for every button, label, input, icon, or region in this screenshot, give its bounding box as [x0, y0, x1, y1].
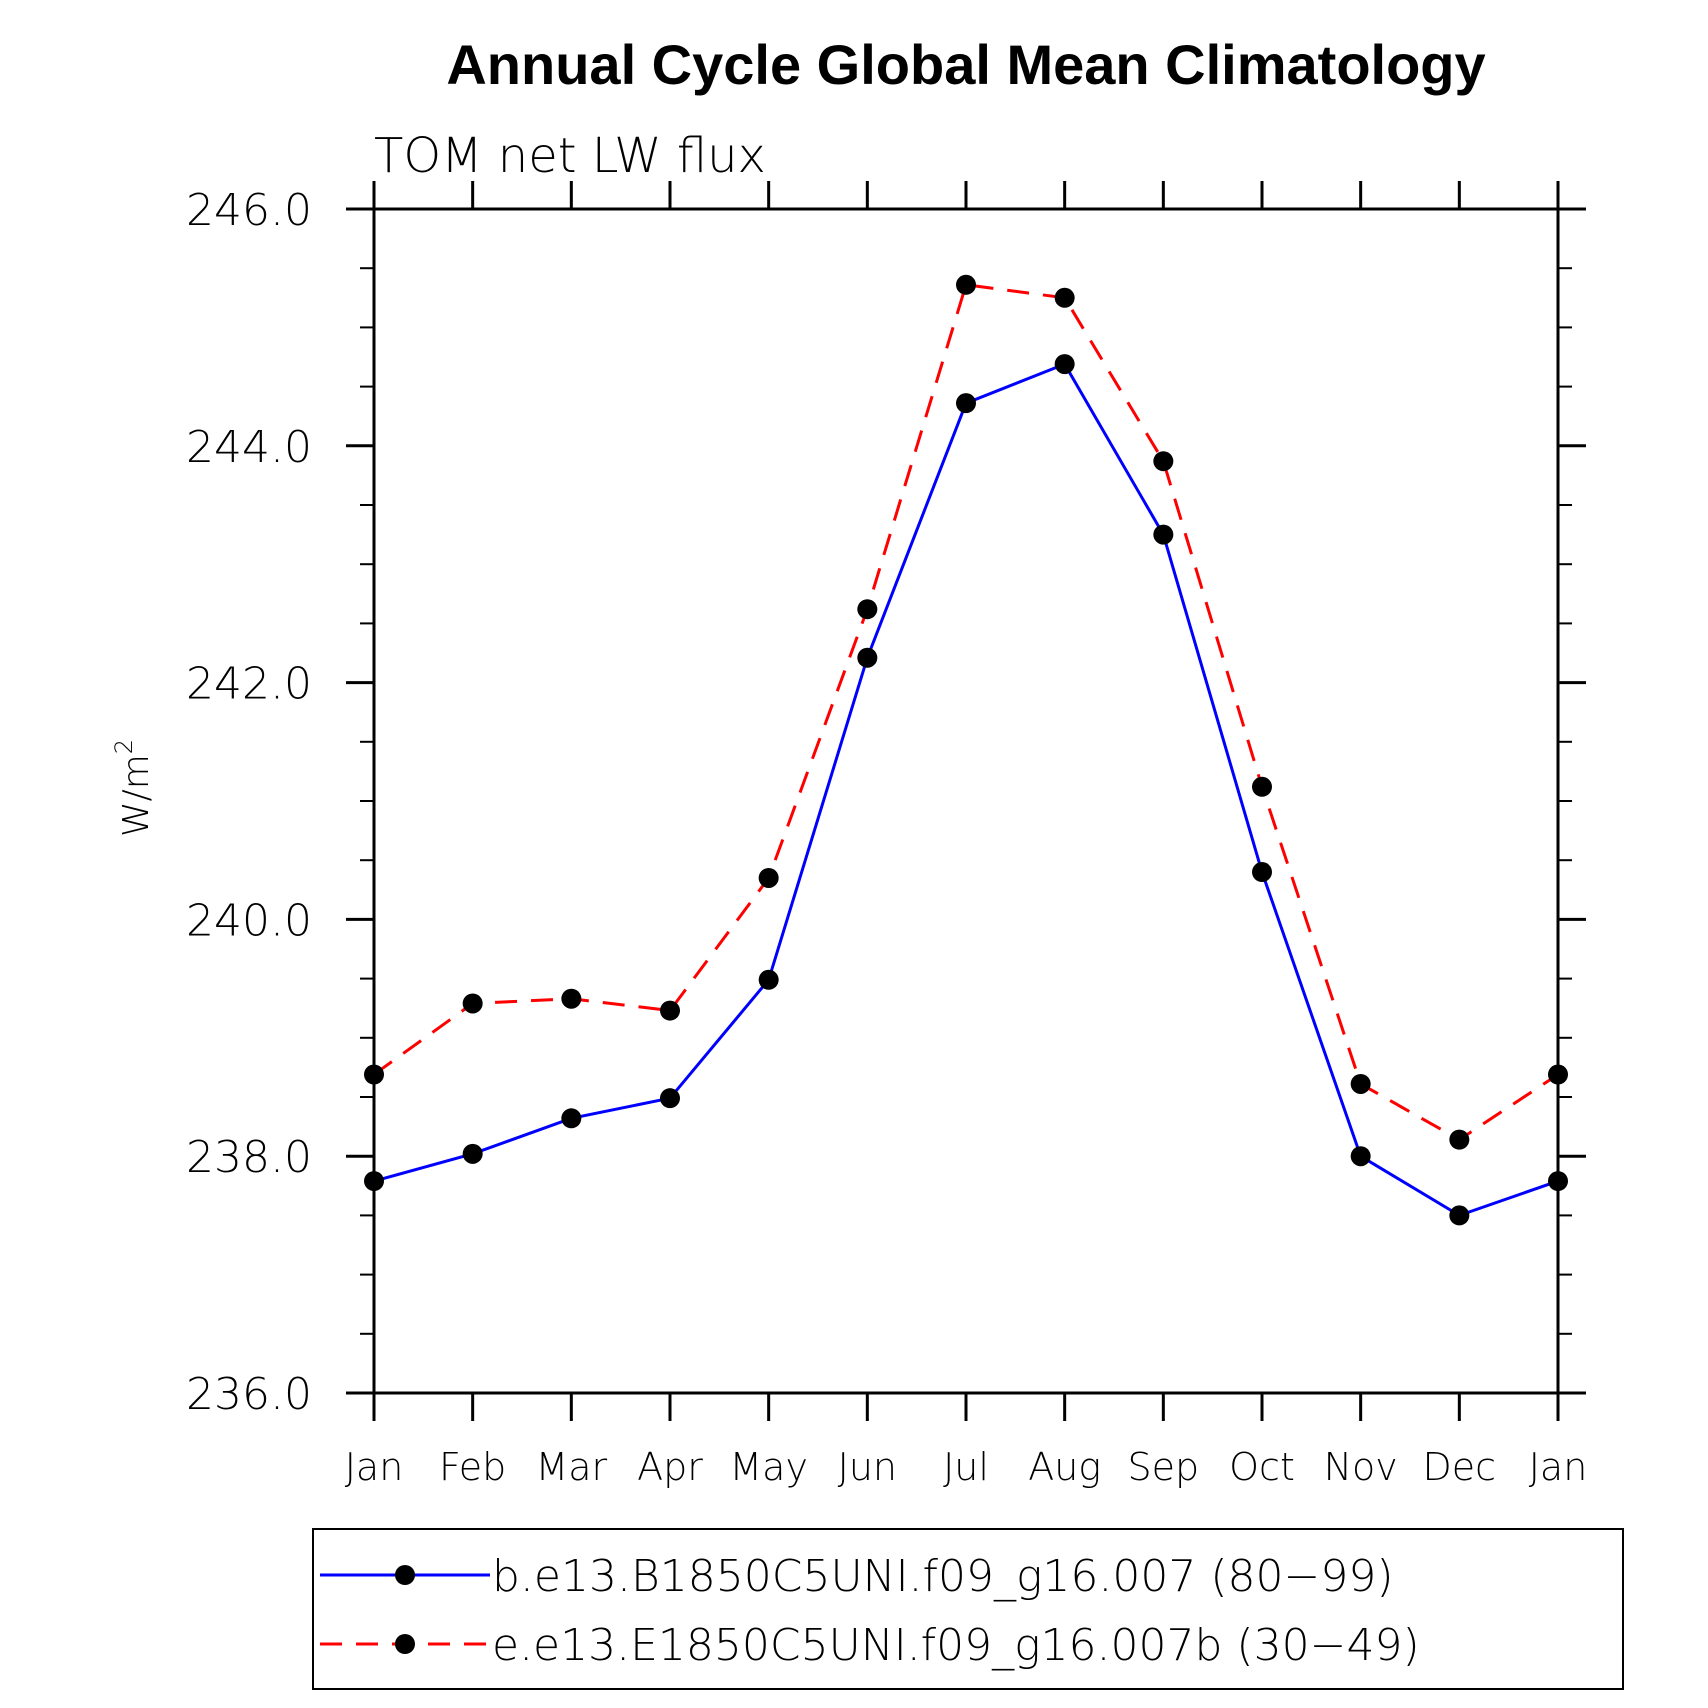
x-tick-label: May: [729, 1445, 808, 1489]
data-point: [561, 1108, 582, 1129]
x-tick-label: Jan: [1529, 1445, 1588, 1489]
y-tick-label: 236.0: [186, 1369, 312, 1420]
data-point: [758, 969, 779, 990]
data-point: [857, 647, 878, 668]
x-tick-label: Aug: [1028, 1445, 1101, 1489]
x-tick-label: Jan: [345, 1445, 404, 1489]
legend-box: [312, 1528, 1624, 1690]
y-tick-label: 240.0: [186, 895, 312, 946]
legend-marker-red: [395, 1634, 415, 1654]
series-markers-1: [364, 274, 1568, 1150]
series-markers-0: [364, 354, 1568, 1226]
x-tick-label: Jul: [943, 1445, 989, 1489]
data-point: [956, 274, 976, 295]
data-point: [1449, 1205, 1470, 1226]
data-point: [1350, 1146, 1371, 1167]
series-line: [373, 362, 1559, 1218]
data-point: [462, 993, 483, 1014]
data-point: [1054, 354, 1075, 375]
svg-text:W/m2: W/m2: [110, 739, 157, 837]
legend: b.e13.B1850C5UNI.f09_g16.007 (80−99) e.e…: [312, 1528, 1624, 1690]
data-point: [1054, 287, 1075, 308]
y-axis-label-base: W/m: [116, 754, 157, 837]
data-point: [1153, 524, 1174, 545]
data-point: [956, 393, 976, 414]
x-tick-label: Dec: [1423, 1445, 1497, 1489]
data-point: [462, 1143, 483, 1164]
x-tick-label: Mar: [535, 1445, 607, 1489]
data-point: [1153, 451, 1174, 472]
y-tick-label: 244.0: [186, 422, 312, 473]
x-tick-label: Jun: [838, 1445, 897, 1489]
legend-entry-red: e.e13.E1850C5UNI.f09_g16.007b (30−49): [492, 1620, 1420, 1671]
data-point: [1252, 776, 1272, 797]
chart-title: Annual Cycle Global Mean Climatology: [446, 33, 1485, 96]
series-0: [373, 362, 1559, 1218]
chart-subtitle: TOM net LW flux: [374, 128, 766, 184]
series-layer: [364, 274, 1568, 1226]
legend-entry-blue: b.e13.B1850C5UNI.f09_g16.007 (80−99): [492, 1551, 1394, 1602]
data-point: [1350, 1073, 1371, 1094]
plot-frame: [372, 207, 1560, 1395]
data-point: [1449, 1129, 1470, 1150]
y-tick-label: 238.0: [186, 1132, 312, 1183]
legend-marker-blue: [395, 1565, 415, 1585]
y-tick-label: 246.0: [186, 185, 312, 236]
y-axis-label-superscript: 2: [110, 739, 138, 754]
y-axis-label: W/m2: [110, 739, 157, 837]
data-point: [857, 599, 878, 620]
x-tick-label: Feb: [439, 1445, 506, 1489]
axes: 236.0 238.0 240.0 242.0 244.0 246.0 Jan Feb Mar A…: [186, 181, 1587, 1489]
x-tick-label: Oct: [1229, 1445, 1295, 1489]
data-point: [1252, 862, 1272, 883]
data-point: [660, 1000, 680, 1021]
x-tick-label: Nov: [1324, 1445, 1398, 1489]
x-tick-label: Apr: [637, 1445, 703, 1489]
data-point: [758, 867, 779, 888]
data-point: [561, 988, 582, 1009]
y-tick-label: 242.0: [186, 659, 312, 710]
x-tick-label: Sep: [1128, 1445, 1200, 1489]
data-point: [660, 1088, 680, 1109]
